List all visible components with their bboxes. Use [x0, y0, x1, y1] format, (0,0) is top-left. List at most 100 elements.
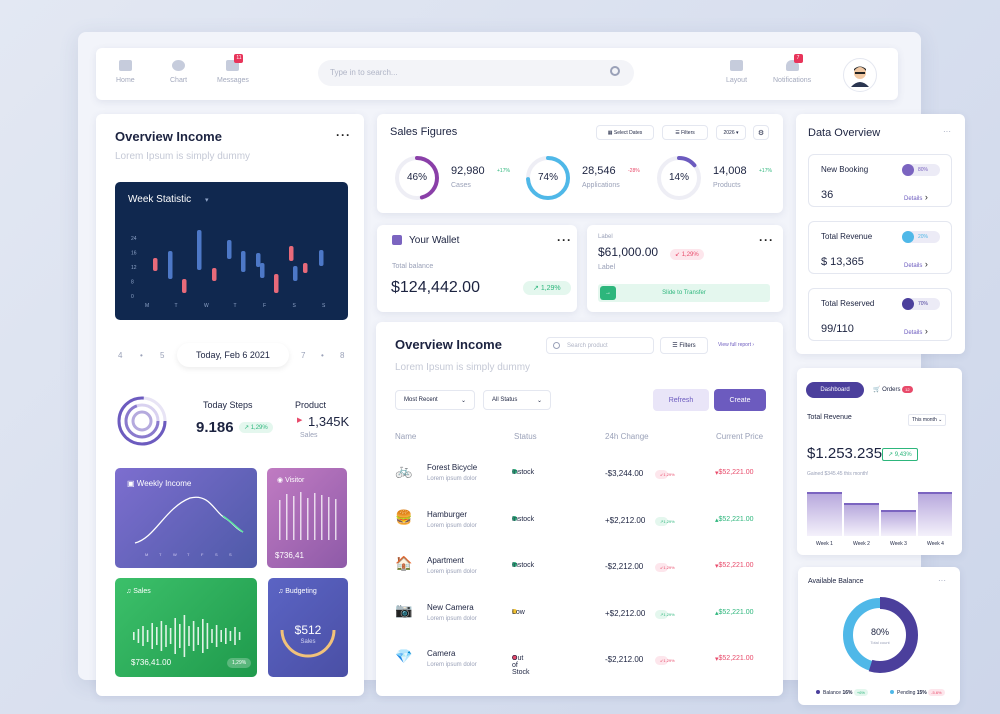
col-header-change[interactable]: 24h Change	[605, 432, 649, 441]
sales-bar	[220, 630, 222, 642]
more-options-icon[interactable]: ···	[336, 128, 351, 142]
tab-orders[interactable]: 🛒 Orders 12	[873, 386, 913, 393]
product-sub: Sales	[300, 432, 318, 439]
table-filters-button[interactable]: ☰ Filters	[660, 337, 708, 354]
sales-figure-label: Cases	[451, 182, 471, 189]
week-4-bar	[918, 492, 952, 536]
sales-figure-change: -28%	[628, 168, 640, 174]
balance-sub: Total count	[870, 640, 890, 645]
data-overview-pct: 70%	[902, 298, 940, 310]
candle	[153, 258, 158, 271]
sales-figure-change: +17%	[759, 168, 772, 174]
transfer-amount: $61,000.00	[598, 245, 659, 259]
chevron-right-icon: ›	[922, 326, 928, 336]
table-row[interactable]: 🍔 Hamburger Lorem ipsum dolor Instock +$2,21…	[395, 508, 754, 529]
x-tick-label: T	[187, 552, 190, 557]
visitor-bars	[279, 492, 337, 540]
revenue-title: Total Revenue	[807, 414, 852, 421]
data-overview-item[interactable]: Total Reserved 99/110 70% Details ›	[808, 288, 952, 341]
details-link[interactable]: Details ›	[904, 326, 928, 336]
nav-home[interactable]: Home	[116, 60, 135, 84]
x-tick-label: T	[159, 552, 162, 557]
product-search-input[interactable]: Search product	[546, 337, 654, 354]
data-overview-item[interactable]: Total Revenue $ 13,365 20% Details ›	[808, 221, 952, 274]
product-icon: 🚲	[395, 462, 413, 478]
select-dates-button[interactable]: ▦ Select Dates	[596, 125, 654, 140]
candlestick-svg: 24 16 12 8 0 M T W T F S S	[131, 230, 326, 309]
sales-bar	[215, 625, 218, 647]
nav-messages[interactable]: 11 Messages	[217, 54, 249, 84]
candle	[241, 251, 246, 272]
x-tick-label: T	[175, 303, 178, 309]
visitor-card[interactable]: ◉ Visitor $736,41	[267, 468, 347, 568]
x-tick-label: T	[234, 303, 237, 309]
tab-dashboard[interactable]: Dashboard	[806, 382, 864, 398]
steps-change-badge: ↗ 1,29%	[239, 422, 273, 433]
change-pct: ↙ 1,29%	[655, 563, 675, 572]
sales-figure-label: Products	[713, 182, 741, 189]
view-full-report-link[interactable]: View full report ›	[718, 342, 755, 348]
x-tick-label: S	[229, 552, 232, 557]
today-steps-label: Today Steps	[203, 400, 253, 410]
weekly-income-card[interactable]: ▣ Weekly Income M T W T F S S	[115, 468, 257, 568]
y-tick-label: 12	[131, 265, 137, 271]
change-value: +$2,212.00	[605, 608, 646, 618]
search-icon	[553, 342, 560, 349]
details-link[interactable]: Details ›	[904, 192, 928, 202]
table-row[interactable]: 🏠 Apartment Lorem ipsum dolor Instock -$2,21…	[395, 555, 754, 575]
weekly-income-title: ▣ Weekly Income	[127, 479, 192, 488]
today-date-pill[interactable]: Today, Feb 6 2021	[177, 343, 289, 367]
data-overview-more-icon[interactable]: ···	[943, 127, 951, 136]
sales-card[interactable]: ♫ Sales $736,41.00 1,29%	[115, 578, 257, 677]
col-header-name[interactable]: Name	[395, 432, 417, 441]
filters-button[interactable]: ☰ Filters	[662, 125, 708, 140]
nav-chart[interactable]: Chart	[170, 60, 187, 84]
year-select[interactable]: 2026 ▾	[716, 125, 746, 140]
data-overview-title: Data Overview	[808, 127, 881, 139]
search-input[interactable]: Type in to search...	[318, 60, 634, 86]
nav-layout[interactable]: Layout	[726, 60, 747, 84]
candle	[293, 266, 298, 281]
visitor-bar	[328, 497, 330, 540]
wallet-more-icon[interactable]: ···	[557, 233, 572, 247]
search-icon[interactable]	[610, 66, 620, 76]
nav-notifications[interactable]: 7 Notifications	[773, 54, 812, 84]
cart-icon: 🛒	[873, 387, 881, 393]
transfer-more-icon[interactable]: ···	[759, 233, 774, 247]
all-status-select[interactable]: All Status ⌄	[483, 390, 551, 410]
chevron-down-icon[interactable]: ▾	[205, 197, 209, 204]
gear-icon[interactable]: ⚙	[753, 125, 769, 140]
table-row[interactable]: 💎 Camera Lorem ipsum dolor Out of Stock -$2,…	[395, 648, 754, 676]
data-overview-label: Total Revenue	[821, 232, 873, 241]
current-price: ▾ $52,221.00	[715, 469, 754, 477]
period-select[interactable]: This month ⌄	[908, 414, 947, 426]
most-recent-select[interactable]: Most Recent ⌄	[395, 390, 475, 410]
status-dot	[512, 515, 517, 521]
status-dot	[512, 608, 517, 614]
refresh-button[interactable]: Refresh	[653, 389, 709, 411]
product-name: Forest Bicycle	[427, 463, 478, 472]
balance-more-icon[interactable]: ···	[938, 576, 946, 585]
data-overview-item[interactable]: New Booking 36 80% Details ›	[808, 154, 952, 207]
create-button[interactable]: Create	[714, 389, 766, 411]
col-header-status[interactable]: Status	[514, 432, 537, 441]
details-link[interactable]: Details ›	[904, 259, 928, 269]
table-row[interactable]: 📷 New Camera Lorem ipsum dolor Low +$2,212.0…	[395, 601, 754, 622]
overview-left-title: Overview Income	[115, 129, 222, 144]
wallet-card	[377, 225, 577, 312]
wallet-icon	[392, 235, 402, 245]
slide-to-transfer[interactable]: → Slide to Transfer	[598, 284, 770, 302]
budgeting-card[interactable]: ♫ Budgeting $512 Sales	[268, 578, 348, 677]
table-row[interactable]: 🚲 Forest Bicycle Lorem ipsum dolor Instock -…	[395, 462, 754, 482]
col-header-price[interactable]: Current Price	[716, 432, 764, 441]
data-overview-value: 99/110	[821, 323, 854, 335]
revenue-gained: Gained $345.45 this month!	[807, 471, 869, 477]
candle	[168, 251, 173, 279]
orders-badge: 12	[902, 386, 913, 393]
home-icon	[118, 60, 132, 71]
sales-bar	[133, 632, 135, 640]
visitor-bar	[293, 496, 295, 540]
wallet-balance-label: Total balance	[392, 263, 434, 270]
avatar[interactable]	[843, 58, 877, 92]
